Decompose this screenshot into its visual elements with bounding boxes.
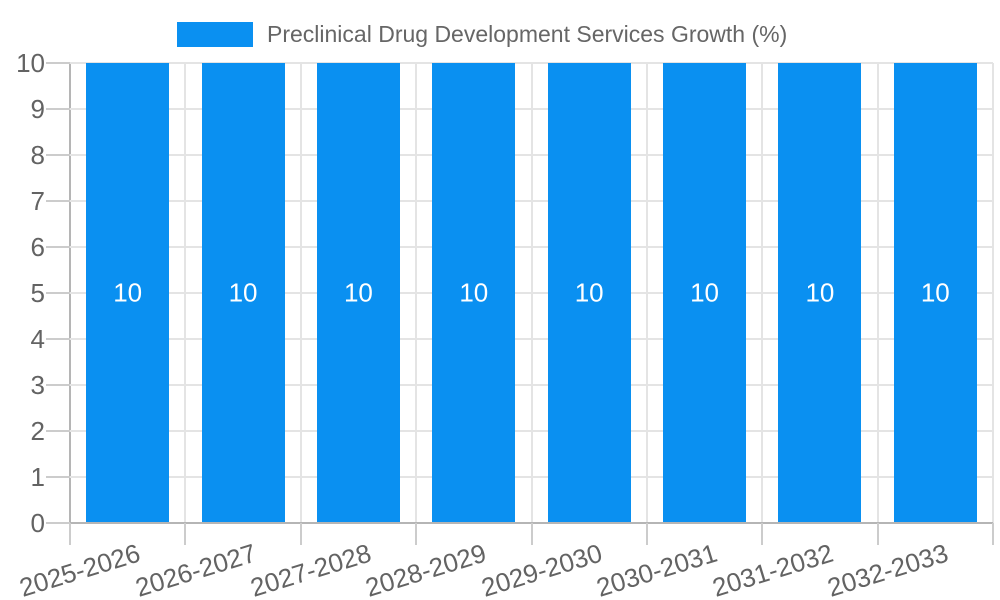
legend-swatch [177,22,253,47]
v-gridline [761,63,764,523]
y-tick-label: 9 [30,94,45,124]
y-tick-label: 2 [30,416,45,446]
x-tick-label: 2028-2029 [362,537,491,600]
value-label: 10 [343,277,373,308]
value-label: 10 [459,277,489,308]
value-label: 10 [690,277,720,308]
x-tick-label: 2029-2030 [477,537,606,600]
bar: 10 [86,63,170,523]
x-axis-tick [645,523,648,545]
y-axis-line [69,63,71,545]
y-tick-label: 8 [30,140,45,170]
value-label: 10 [805,277,835,308]
x-tick-label: 2031-2032 [708,537,837,600]
v-gridline [645,63,648,523]
x-tick-label: 2026-2027 [131,537,260,600]
y-axis-tick [46,108,70,110]
bar: 10 [432,63,516,523]
x-axis-tick [69,523,71,545]
bar: 10 [663,63,747,523]
x-axis-tick [530,523,533,545]
x-axis-tick [184,523,187,545]
y-tick-label: 5 [30,278,45,308]
y-axis-tick [46,200,70,202]
x-tick-label: 2025-2026 [16,537,144,600]
y-tick-label: 1 [30,462,45,492]
bar: 10 [547,63,631,523]
bar: 10 [893,63,977,523]
v-gridline [184,63,187,523]
y-axis-tick [46,338,70,340]
bar: 10 [316,63,400,523]
y-axis-tick [46,292,70,294]
x-axis-tick [761,523,764,545]
v-gridline [299,63,302,523]
x-tick-label: 2030-2031 [593,537,721,600]
bar: 10 [201,63,285,523]
y-tick-label: 3 [30,370,45,400]
y-axis-tick [46,384,70,386]
y-tick-label: 7 [30,186,45,216]
y-tick-label: 4 [30,324,45,354]
y-tick-label: 6 [30,232,45,262]
value-label: 10 [920,277,950,308]
y-axis-tick [46,430,70,432]
bar: 10 [778,63,862,523]
legend-label: Preclinical Drug Development Services Gr… [267,21,788,47]
x-tick-label: 2032-2033 [823,537,952,600]
v-gridline [530,63,533,523]
v-gridline [992,63,994,523]
v-gridline [415,63,418,523]
y-axis-tick [46,62,70,64]
y-axis-tick [46,522,70,524]
y-axis-tick [46,246,70,248]
y-axis-tick [46,154,70,156]
v-gridline [876,63,879,523]
x-axis-tick [415,523,418,545]
x-axis-tick [299,523,302,545]
legend: Preclinical Drug Development Services Gr… [177,22,787,47]
y-tick-label: 0 [30,508,45,538]
plot-area: 10 10 10 10 10 10 10 10 [70,62,994,523]
value-label: 10 [113,277,143,308]
y-axis-tick [46,476,70,478]
y-tick-label: 10 [16,48,45,78]
x-axis-tick [992,523,994,545]
x-tick-label: 2027-2028 [246,537,375,600]
x-axis-tick [876,523,879,545]
value-label: 10 [574,277,604,308]
value-label: 10 [228,277,258,308]
